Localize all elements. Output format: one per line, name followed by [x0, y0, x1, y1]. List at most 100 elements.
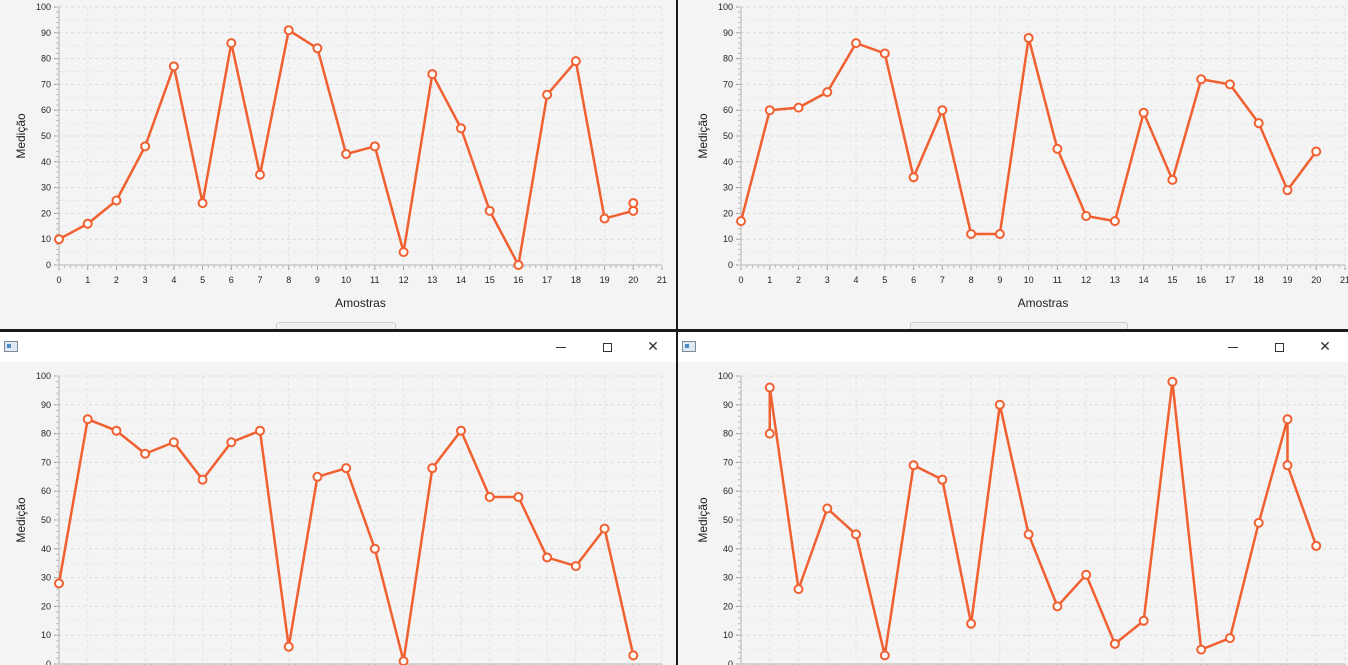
data-point [542, 89, 553, 100]
x-tick-label: 16 [513, 275, 523, 285]
maximize-icon [1274, 342, 1284, 352]
y-tick-label: 80 [41, 429, 51, 439]
x-tick-label: 5 [882, 275, 887, 285]
y-tick-label: 60 [723, 486, 733, 496]
data-point [1224, 79, 1235, 90]
data-point [456, 425, 466, 436]
series-line [58, 28, 635, 267]
data-point [1081, 210, 1092, 221]
data-point [427, 69, 438, 80]
y-axis-title: Medição [14, 497, 28, 543]
data-point [994, 399, 1005, 410]
data-point [1253, 118, 1264, 129]
data-point [793, 102, 804, 113]
x-tick-label: 14 [1139, 275, 1149, 285]
data-point [1081, 569, 1092, 580]
data-point [764, 382, 775, 393]
y-tick-label: 40 [41, 544, 51, 554]
x-tick-label: 18 [571, 275, 581, 285]
minimize-button[interactable] [538, 332, 584, 362]
data-point [82, 414, 93, 425]
maximize-button[interactable] [1256, 332, 1302, 362]
y-tick-label: 90 [723, 28, 733, 38]
data-point [111, 195, 122, 206]
data-point [197, 198, 208, 209]
data-point [793, 584, 804, 595]
series-line [768, 380, 1318, 657]
y-tick-label: 30 [41, 573, 51, 583]
data-point [851, 38, 862, 49]
x-tick-label: 11 [1053, 275, 1062, 285]
data-point [570, 56, 581, 67]
y-tick-label: 0 [46, 260, 51, 270]
minimize-icon [556, 346, 566, 348]
x-tick-label: 8 [969, 275, 974, 285]
data-point [54, 578, 64, 589]
data-point [599, 213, 610, 224]
y-tick-label: 90 [723, 400, 733, 410]
minimize-icon [1228, 346, 1238, 348]
x-tick-label: 17 [542, 275, 552, 285]
x-tick-label: 20 [628, 275, 638, 285]
x-tick-label: 5 [200, 275, 205, 285]
partial-control[interactable] [910, 322, 1128, 329]
y-tick-label: 100 [718, 371, 733, 381]
close-icon: ✕ [647, 339, 659, 355]
x-tick-label: 14 [456, 275, 466, 285]
data-point [1167, 174, 1178, 185]
x-tick-label: 10 [1024, 275, 1034, 285]
close-icon: ✕ [1319, 339, 1331, 355]
data-point [736, 216, 746, 227]
data-point [513, 491, 524, 502]
data-point [1023, 32, 1034, 43]
x-tick-label: 18 [1254, 275, 1264, 285]
y-tick-label: 40 [41, 157, 51, 167]
x-tick-label: 21 [1340, 275, 1348, 285]
x-tick-label: 2 [796, 275, 801, 285]
y-tick-label: 20 [723, 601, 733, 611]
data-point [168, 437, 179, 448]
y-tick-label: 30 [41, 183, 51, 193]
y-tick-label: 50 [41, 131, 51, 141]
x-tick-label: 11 [370, 275, 379, 285]
minimize-button[interactable] [1210, 332, 1256, 362]
y-tick-label: 90 [41, 400, 51, 410]
data-point [168, 61, 179, 72]
y-tick-label: 0 [46, 659, 51, 665]
close-button[interactable]: ✕ [630, 332, 676, 362]
x-tick-label: 16 [1196, 275, 1206, 285]
data-point [879, 650, 890, 661]
x-tick-label: 20 [1311, 275, 1321, 285]
y-tick-label: 30 [723, 183, 733, 193]
window-titlebar[interactable]: ✕ [678, 332, 1348, 362]
data-point [283, 641, 294, 652]
x-tick-label: 15 [1167, 275, 1177, 285]
data-point [542, 552, 553, 563]
data-point [1196, 644, 1207, 655]
x-tick-label: 4 [171, 275, 176, 285]
line-chart: 0102030405060708090100012345678910111213… [14, 371, 663, 665]
y-tick-label: 10 [41, 234, 51, 244]
partial-control[interactable] [276, 322, 396, 329]
data-point [283, 25, 294, 36]
data-point [255, 425, 265, 436]
x-tick-label: 1 [85, 275, 90, 285]
data-point [82, 218, 93, 229]
y-axis-title: Medição [696, 497, 710, 543]
y-tick-label: 80 [723, 429, 733, 439]
x-tick-label: 13 [1110, 275, 1120, 285]
x-tick-label: 9 [997, 275, 1002, 285]
data-point [456, 123, 466, 134]
data-point [398, 247, 409, 258]
y-axis-title: Medição [696, 113, 710, 159]
data-point [994, 229, 1005, 240]
window-titlebar[interactable]: ✕ [0, 332, 676, 362]
maximize-button[interactable] [584, 332, 630, 362]
x-tick-label: 13 [427, 275, 437, 285]
data-point [140, 141, 151, 152]
data-point [369, 141, 380, 152]
data-point [111, 425, 122, 436]
close-button[interactable]: ✕ [1302, 332, 1348, 362]
x-tick-label: 17 [1225, 275, 1235, 285]
x-tick-label: 7 [257, 275, 262, 285]
